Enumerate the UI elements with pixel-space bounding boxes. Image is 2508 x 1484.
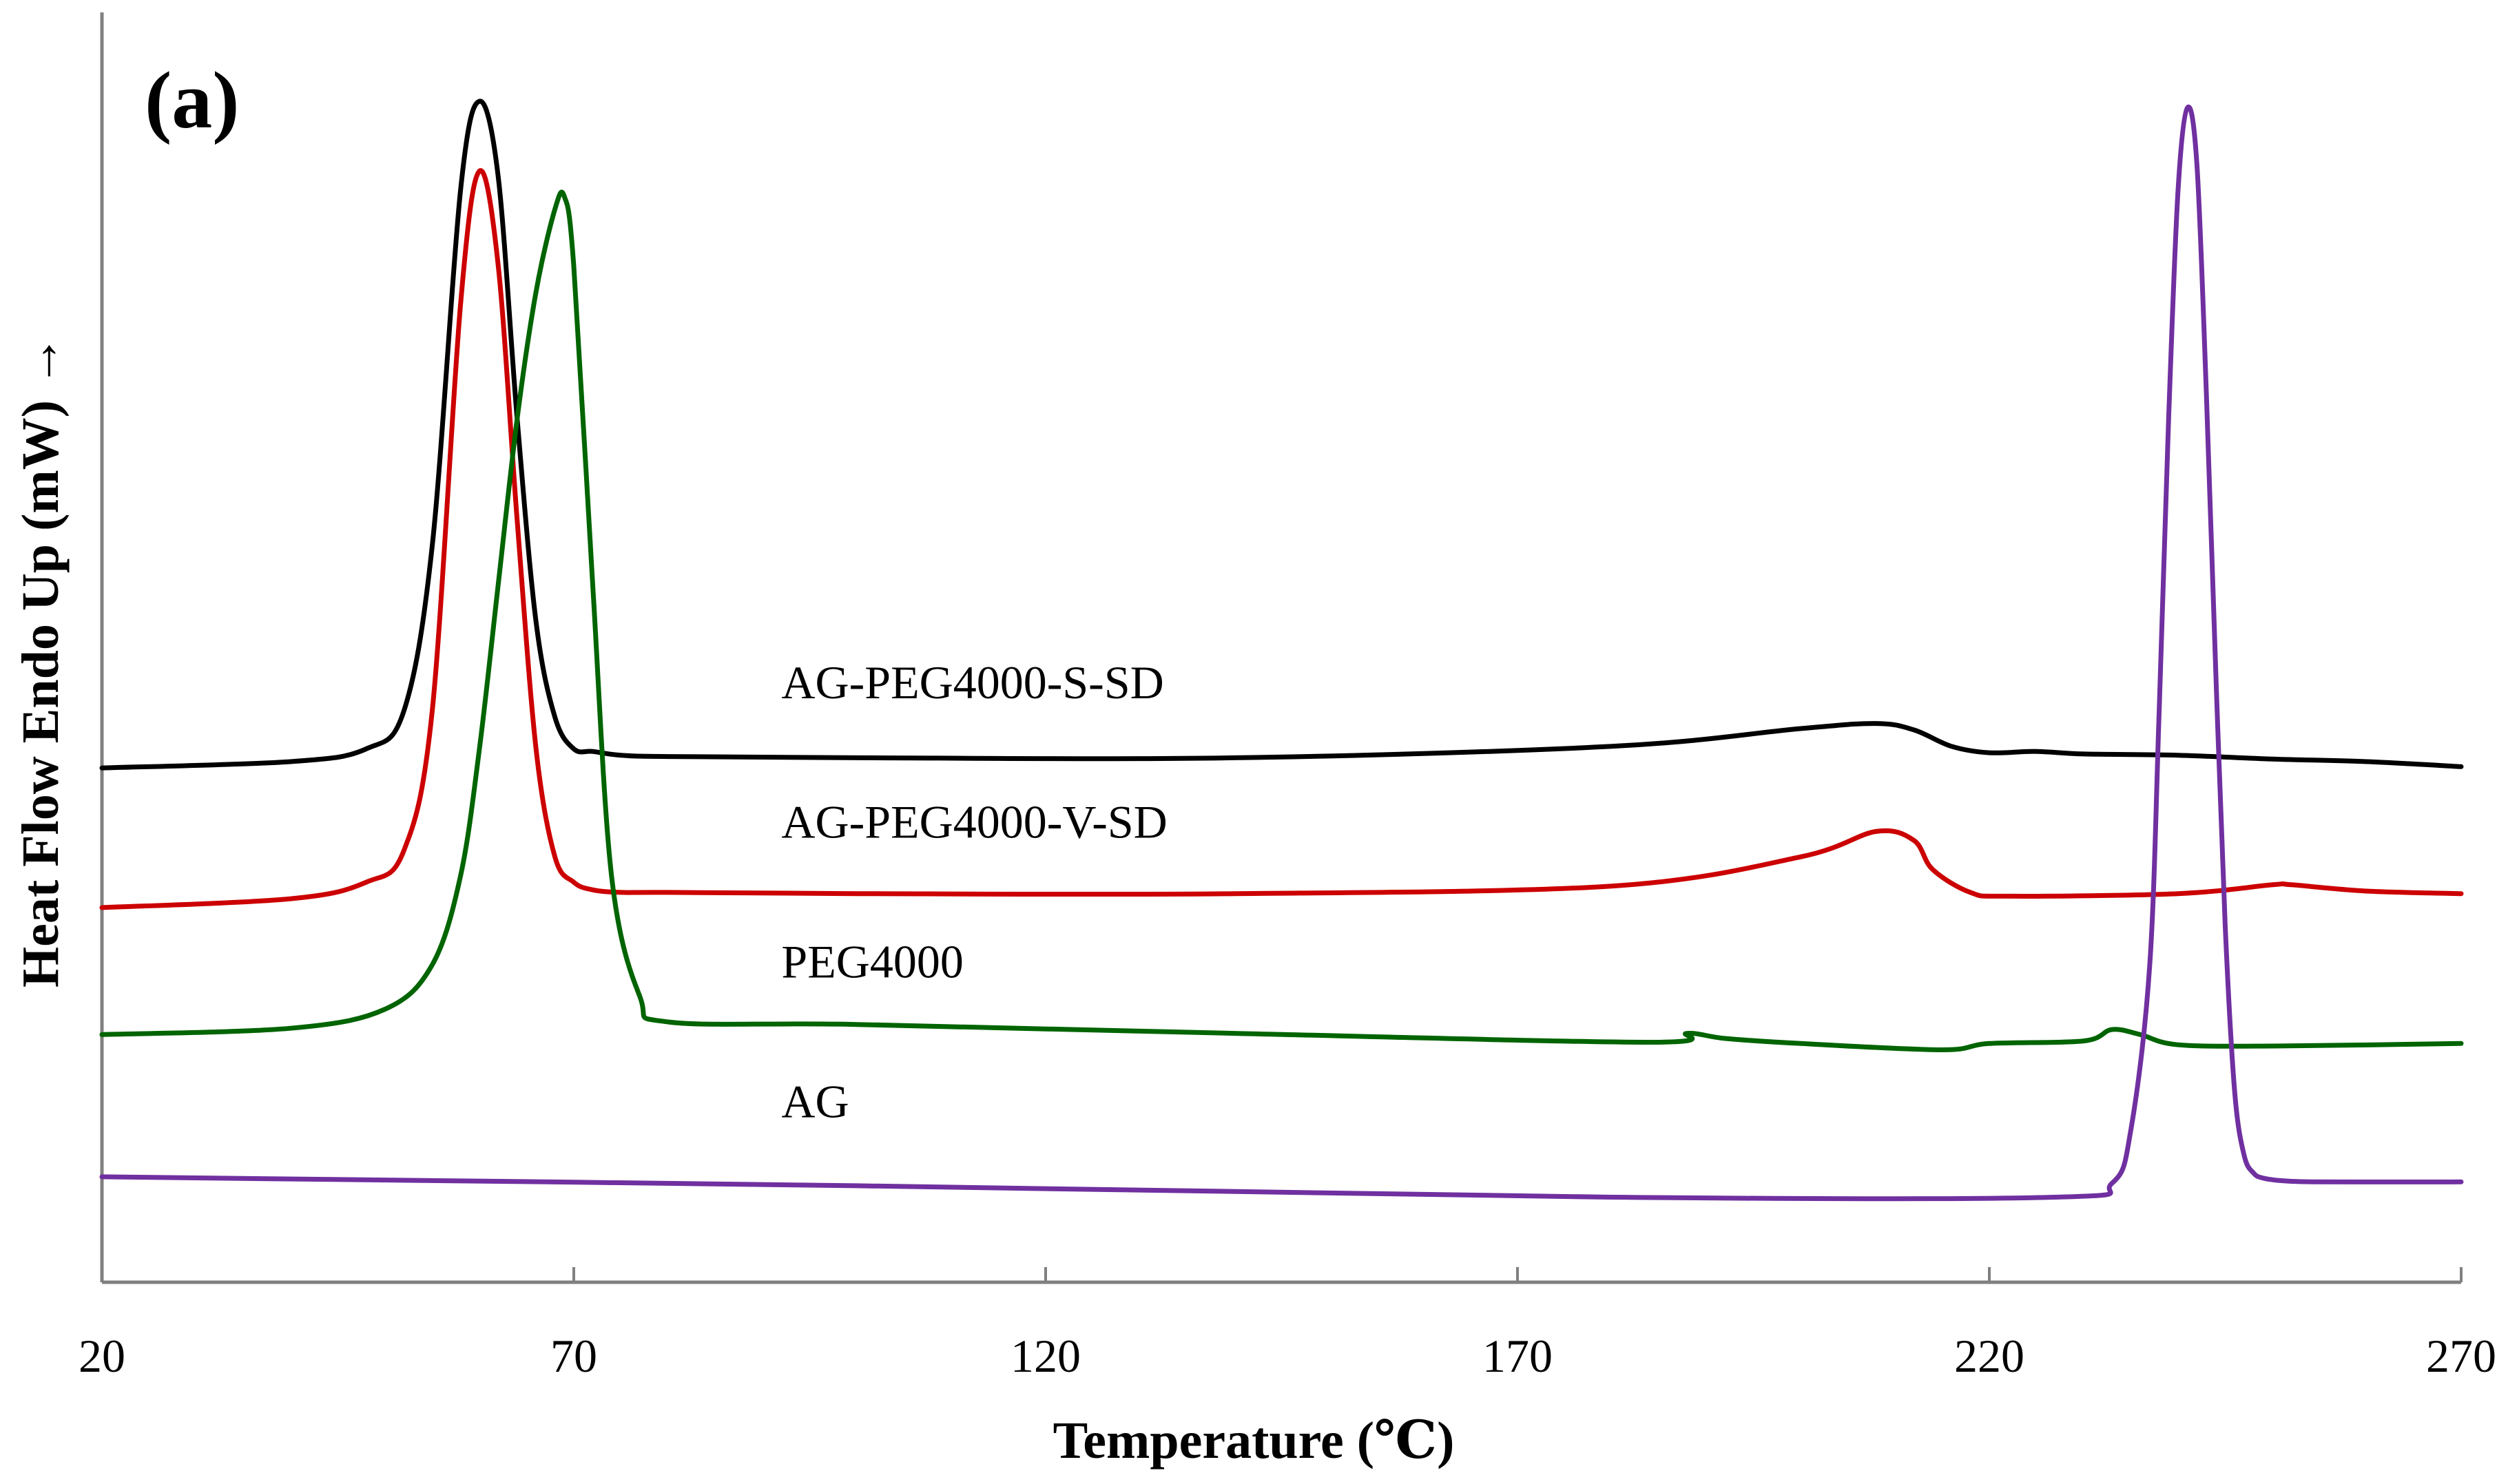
x-tick-label: 270	[2426, 1330, 2496, 1382]
series-line-ag-peg4000-v-sd	[99, 168, 2464, 910]
series-line-peg4000	[99, 189, 2464, 1052]
x-tick-label: 170	[1482, 1330, 1553, 1382]
x-tick-label: 220	[1954, 1330, 2024, 1382]
series-label-ag-peg4000-v-sd: AG-PEG4000-V-SD	[781, 796, 1167, 848]
x-tick-label: 20	[79, 1330, 125, 1382]
x-tick-label: 70	[550, 1330, 597, 1382]
panel-label: (a)	[145, 55, 240, 145]
x-tick-label: 120	[1011, 1330, 1081, 1382]
x-ticks: 20 70 120 170 220 270	[79, 1267, 2496, 1382]
series-label-peg4000: PEG4000	[781, 935, 963, 987]
series-line-ag-peg4000-s-sd	[99, 98, 2464, 771]
y-axis-title-group: Heat Flow Endo Up (mW) →	[12, 335, 70, 987]
series-label-ag: AG	[781, 1075, 849, 1127]
annotation-group: AG-PEG4000-S-SD AG-PEG4000-V-SD PEG4000 AG	[781, 656, 1167, 1128]
x-axis-title: Temperature (℃)	[1053, 1412, 1455, 1470]
series-label-ag-peg4000-s-sd: AG-PEG4000-S-SD	[781, 656, 1163, 709]
series-line-ag	[99, 104, 2464, 1202]
y-axis-title: Heat Flow Endo Up (mW) →	[12, 335, 70, 987]
series-group	[99, 98, 2464, 1202]
